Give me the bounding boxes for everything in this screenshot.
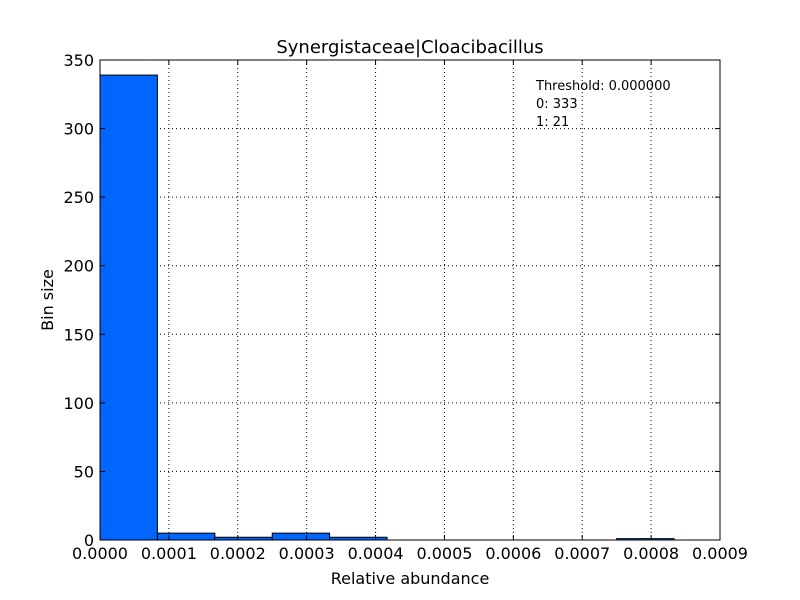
x-tick-label: 0.0007 bbox=[554, 544, 610, 563]
histogram-bar bbox=[271, 532, 331, 541]
histogram-bar bbox=[156, 532, 216, 541]
axis-ticks: 0.0000 0.0001 0.0002 0.0003 0.0004 0.0005 0.00… bbox=[63, 51, 748, 563]
grid-lines bbox=[99, 59, 721, 541]
x-tick-label: 0.0000 bbox=[72, 544, 128, 563]
x-tick-label: 0.0003 bbox=[279, 544, 335, 563]
y-axis-label: Bin size bbox=[38, 269, 57, 331]
x-tick-label: 0.0006 bbox=[485, 544, 541, 563]
annotation-count-0: 0: 333 bbox=[536, 97, 578, 112]
x-tick-label: 0.0001 bbox=[141, 544, 197, 563]
y-tick-label: 0 bbox=[84, 531, 94, 550]
x-tick-label: 0.0002 bbox=[210, 544, 266, 563]
y-tick-label: 150 bbox=[63, 325, 94, 344]
histogram-bars bbox=[99, 74, 675, 541]
annotation-threshold: Threshold: 0.000000 bbox=[535, 79, 671, 94]
chart-title: Synergistaceae|Cloacibacillus bbox=[276, 37, 543, 58]
y-tick-label: 300 bbox=[63, 120, 94, 139]
plot-frame bbox=[99, 59, 721, 541]
y-tick-label: 50 bbox=[74, 462, 94, 481]
y-tick-label: 350 bbox=[63, 51, 94, 70]
x-tick-label: 0.0008 bbox=[623, 544, 679, 563]
x-axis-label: Relative abundance bbox=[331, 569, 490, 588]
annotation-count-1: 1: 21 bbox=[536, 115, 569, 130]
x-tick-label: 0.0009 bbox=[692, 544, 748, 563]
x-tick-label: 0.0005 bbox=[416, 544, 472, 563]
y-tick-label: 250 bbox=[63, 188, 94, 207]
y-tick-label: 100 bbox=[63, 394, 94, 413]
y-tick-label: 200 bbox=[63, 257, 94, 276]
histogram-bar bbox=[99, 74, 158, 541]
x-tick-label: 0.0004 bbox=[348, 544, 404, 563]
